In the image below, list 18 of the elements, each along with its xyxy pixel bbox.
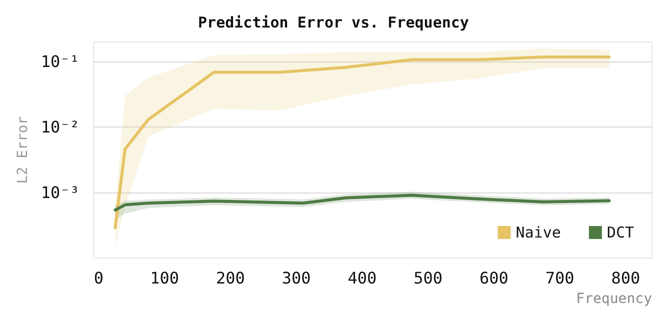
x-tick-label: 200 [216,268,245,288]
y-tick-label: 10⁻² [40,118,80,137]
x-tick-label: 500 [414,268,442,288]
x-tick-label: 600 [479,268,508,288]
x-tick-label: 700 [545,268,574,288]
y-tick-label: 10⁻³ [40,183,80,202]
y-tick-label: 10⁻¹ [40,52,80,72]
x-tick-label: 300 [282,268,311,288]
x-tick-label: 0 [94,268,104,288]
x-tick-label: 100 [150,268,180,288]
x-tick-label: 400 [348,268,377,288]
x-tick-label: 800 [611,268,640,288]
x-axis-title: Frequency [576,291,652,307]
legend-label: Naive [516,224,561,242]
y-axis-title: L2 Error [15,116,31,184]
legend-label: DCT [606,224,634,242]
chart-title: Prediction Error vs. Frequency [198,14,469,32]
line-series [114,194,611,212]
